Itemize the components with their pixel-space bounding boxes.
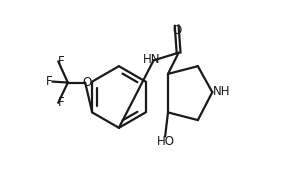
Text: NH: NH bbox=[213, 85, 230, 98]
Text: F: F bbox=[59, 96, 65, 109]
Text: O: O bbox=[172, 24, 181, 37]
Text: F: F bbox=[46, 75, 52, 88]
Text: HO: HO bbox=[157, 135, 175, 148]
Text: F: F bbox=[59, 55, 65, 68]
Text: O: O bbox=[83, 76, 92, 89]
Text: HN: HN bbox=[143, 53, 161, 66]
